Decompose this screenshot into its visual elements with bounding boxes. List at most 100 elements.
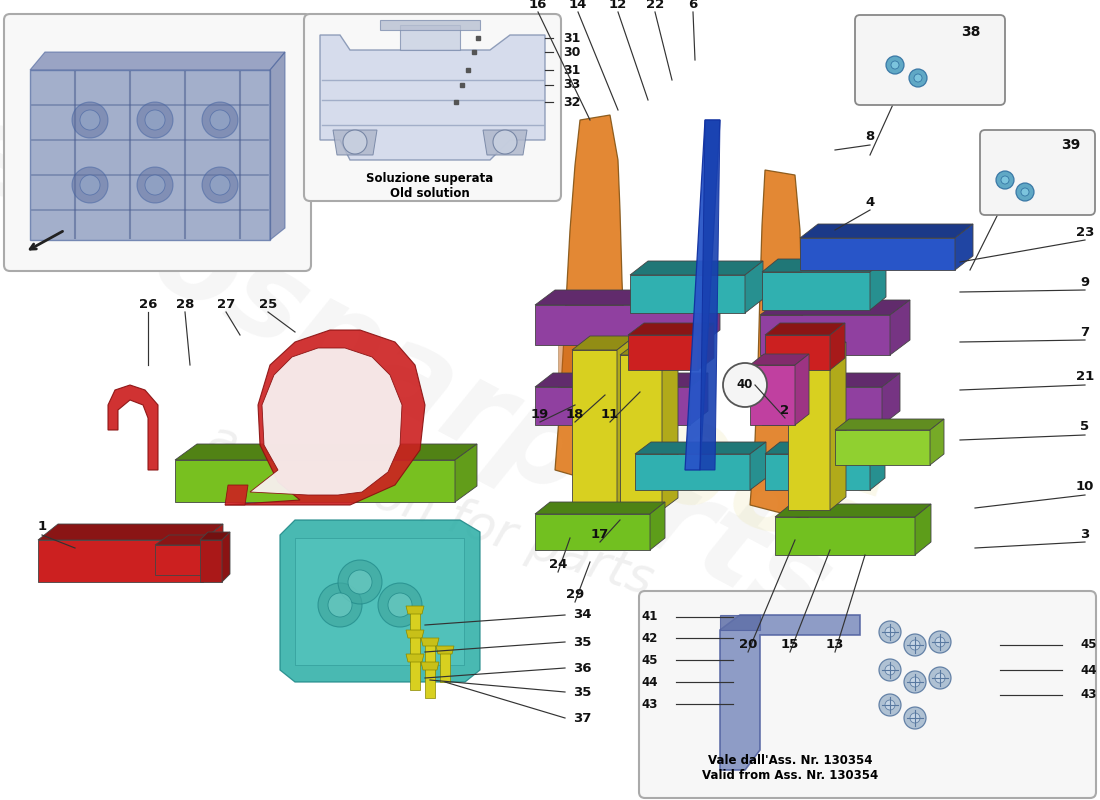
Polygon shape <box>410 610 420 642</box>
Polygon shape <box>535 387 690 425</box>
Circle shape <box>493 130 517 154</box>
Polygon shape <box>795 354 808 425</box>
Circle shape <box>891 61 899 69</box>
Polygon shape <box>762 259 886 272</box>
Polygon shape <box>764 335 830 370</box>
Circle shape <box>930 667 952 689</box>
Circle shape <box>910 640 920 650</box>
Polygon shape <box>700 120 720 470</box>
Circle shape <box>723 363 767 407</box>
Circle shape <box>910 677 920 687</box>
FancyBboxPatch shape <box>4 14 311 271</box>
Polygon shape <box>628 335 698 370</box>
Polygon shape <box>30 52 285 70</box>
Polygon shape <box>535 290 720 305</box>
Polygon shape <box>720 615 860 770</box>
Polygon shape <box>155 535 229 545</box>
Polygon shape <box>406 654 424 662</box>
Polygon shape <box>750 354 808 365</box>
Polygon shape <box>425 642 435 674</box>
Polygon shape <box>762 387 882 425</box>
Text: 4: 4 <box>866 195 874 209</box>
Polygon shape <box>776 504 931 517</box>
Circle shape <box>886 700 895 710</box>
Polygon shape <box>750 365 795 425</box>
Text: 38: 38 <box>960 25 980 39</box>
Polygon shape <box>617 336 635 505</box>
Polygon shape <box>800 238 955 270</box>
Text: 10: 10 <box>1076 481 1094 494</box>
Text: 35: 35 <box>573 686 592 698</box>
Polygon shape <box>835 419 944 430</box>
Text: eurosparparts: eurosparparts <box>0 89 849 651</box>
Polygon shape <box>830 342 846 510</box>
Polygon shape <box>108 385 158 470</box>
Circle shape <box>1021 188 1028 196</box>
Polygon shape <box>39 524 223 540</box>
Circle shape <box>318 583 362 627</box>
Circle shape <box>145 110 165 130</box>
Text: 23: 23 <box>1076 226 1094 238</box>
Polygon shape <box>535 514 650 550</box>
Polygon shape <box>421 638 439 646</box>
Polygon shape <box>280 520 480 682</box>
Polygon shape <box>425 666 435 698</box>
Text: 14: 14 <box>569 0 587 10</box>
Text: 43: 43 <box>641 698 658 710</box>
Polygon shape <box>406 606 424 614</box>
Circle shape <box>909 69 927 87</box>
Polygon shape <box>750 442 766 490</box>
Text: 32: 32 <box>563 95 581 109</box>
Polygon shape <box>175 444 477 460</box>
Polygon shape <box>830 323 845 370</box>
Polygon shape <box>455 444 477 502</box>
Polygon shape <box>250 348 402 495</box>
Polygon shape <box>436 646 454 654</box>
Text: 34: 34 <box>573 609 592 622</box>
Polygon shape <box>835 430 930 465</box>
Polygon shape <box>440 650 450 682</box>
Text: 1: 1 <box>37 521 46 534</box>
Text: 36: 36 <box>573 662 592 674</box>
Circle shape <box>879 694 901 716</box>
Polygon shape <box>882 373 900 425</box>
Polygon shape <box>800 224 974 238</box>
Polygon shape <box>535 373 708 387</box>
Text: 5: 5 <box>1080 421 1090 434</box>
Polygon shape <box>39 540 204 582</box>
Text: 29: 29 <box>565 587 584 601</box>
Polygon shape <box>762 272 870 310</box>
Text: 26: 26 <box>139 298 157 310</box>
Text: 33: 33 <box>563 78 581 91</box>
Text: 3: 3 <box>1080 527 1090 541</box>
Circle shape <box>886 665 895 675</box>
Circle shape <box>930 631 952 653</box>
Text: 31: 31 <box>563 63 581 77</box>
Polygon shape <box>690 373 708 425</box>
Polygon shape <box>226 330 425 505</box>
Text: 20: 20 <box>739 638 757 650</box>
Polygon shape <box>320 35 544 160</box>
Circle shape <box>996 171 1014 189</box>
Polygon shape <box>379 20 480 30</box>
Circle shape <box>388 593 412 617</box>
Polygon shape <box>270 52 285 240</box>
Polygon shape <box>556 115 628 490</box>
Polygon shape <box>572 350 617 505</box>
Circle shape <box>378 583 422 627</box>
Text: 45: 45 <box>641 654 658 666</box>
Circle shape <box>72 167 108 203</box>
Polygon shape <box>764 323 845 335</box>
Circle shape <box>935 637 945 647</box>
Text: 27: 27 <box>217 298 235 310</box>
Polygon shape <box>410 658 420 690</box>
Polygon shape <box>155 545 214 575</box>
Polygon shape <box>890 300 910 355</box>
Text: 1985: 1985 <box>566 391 893 589</box>
Text: 7: 7 <box>1080 326 1090 338</box>
Polygon shape <box>630 261 763 275</box>
Text: 17: 17 <box>591 527 609 541</box>
Text: 6: 6 <box>689 0 697 10</box>
Polygon shape <box>406 630 424 638</box>
Polygon shape <box>30 70 270 240</box>
